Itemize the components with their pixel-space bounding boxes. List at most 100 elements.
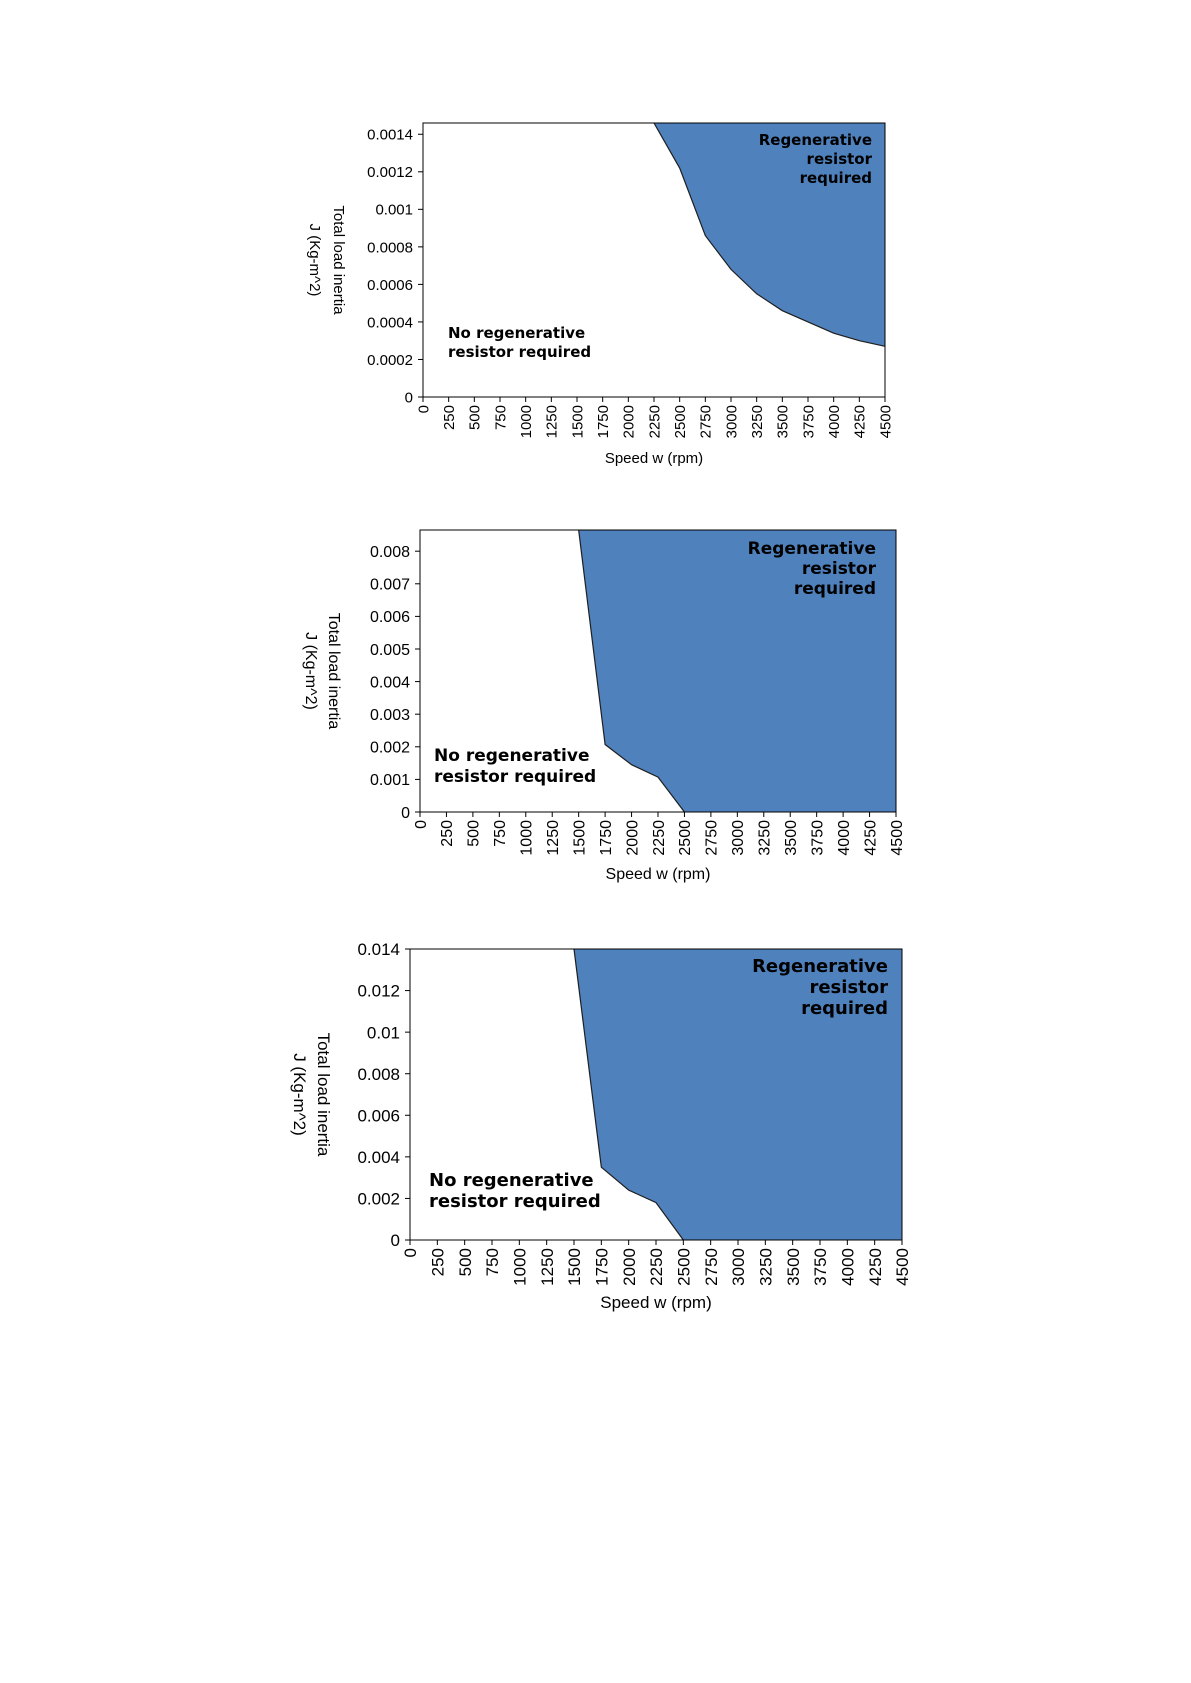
x-tick-label: 500 xyxy=(456,1248,475,1276)
x-tick-label: 3250 xyxy=(749,405,766,438)
x-tick-label: 2000 xyxy=(620,1248,639,1286)
no-regen-label: resistor required xyxy=(429,1191,601,1212)
x-tick-label: 1000 xyxy=(518,405,535,438)
x-tick-label: 3000 xyxy=(730,820,747,856)
x-tick-label: 3500 xyxy=(784,1248,803,1286)
x-tick-label: 3000 xyxy=(723,405,740,438)
y-tick-label: 0.001 xyxy=(375,202,413,219)
y-axis-label-line: Total load inertia xyxy=(330,205,347,315)
x-tick-label: 3750 xyxy=(809,820,826,856)
x-tick-label: 750 xyxy=(483,1248,502,1276)
x-tick-label: 2250 xyxy=(646,405,663,438)
x-tick-label: 1500 xyxy=(571,820,588,856)
x-tick-label: 2750 xyxy=(702,1248,721,1286)
x-tick-label: 2750 xyxy=(698,405,715,438)
x-tick-label: 3250 xyxy=(757,820,774,856)
y-tick-label: 0.003 xyxy=(370,707,410,724)
y-axis-label-line: Total load inertia xyxy=(314,1033,333,1157)
x-tick-label: 500 xyxy=(467,405,484,430)
y-tick-label: 0.0006 xyxy=(367,277,413,294)
x-axis-label: Speed w (rpm) xyxy=(605,450,703,467)
x-tick-label: 4250 xyxy=(852,405,869,438)
x-tick-label: 3500 xyxy=(783,820,800,856)
x-tick-label: 1250 xyxy=(545,820,562,856)
x-tick-label: 3250 xyxy=(756,1248,775,1286)
y-tick-label: 0 xyxy=(405,389,413,406)
x-tick-label: 750 xyxy=(492,820,509,847)
x-tick-label: 3750 xyxy=(811,1248,830,1286)
x-tick-label: 250 xyxy=(439,820,456,847)
x-tick-label: 3750 xyxy=(800,405,817,438)
y-tick-label: 0.004 xyxy=(357,1148,400,1167)
x-tick-label: 1000 xyxy=(510,1248,529,1286)
regen-region-area xyxy=(654,123,885,347)
regen-required-label: required xyxy=(801,998,888,1019)
y-tick-label: 0.0012 xyxy=(367,164,413,181)
y-axis-label-line: J (Kg-m^2) xyxy=(302,632,319,710)
x-tick-label: 250 xyxy=(441,405,458,430)
x-tick-label: 4500 xyxy=(877,405,894,438)
x-tick-label: 2750 xyxy=(704,820,721,856)
regen-required-label: Regenerative xyxy=(748,539,876,559)
x-tick-label: 1750 xyxy=(595,405,612,438)
y-tick-label: 0.002 xyxy=(357,1190,400,1209)
regen-required-label: resistor xyxy=(809,977,888,998)
y-tick-label: 0.001 xyxy=(370,772,410,789)
y-tick-label: 0 xyxy=(401,805,410,822)
boundary-line xyxy=(653,122,886,347)
x-tick-label: 1750 xyxy=(598,820,615,856)
y-tick-label: 0.014 xyxy=(357,940,400,959)
regen-required-label: resistor xyxy=(802,559,877,579)
no-regen-label: resistor required xyxy=(448,343,591,361)
x-tick-label: 1500 xyxy=(569,405,586,438)
y-tick-label: 0.01 xyxy=(367,1023,400,1042)
boundary-line xyxy=(578,529,685,813)
y-tick-label: 0 xyxy=(391,1231,400,1250)
x-tick-label: 4250 xyxy=(862,820,879,856)
x-tick-label: 1750 xyxy=(592,1248,611,1286)
no-regen-label: No regenerative xyxy=(434,746,590,766)
x-tick-label: 2500 xyxy=(672,405,689,438)
x-tick-label: 4000 xyxy=(826,405,843,438)
y-tick-label: 0.004 xyxy=(370,674,410,691)
y-axis-label-line: J (Kg-m^2) xyxy=(306,224,323,297)
x-tick-label: 2250 xyxy=(647,1248,666,1286)
x-tick-label: 3000 xyxy=(729,1248,748,1286)
y-tick-label: 0.008 xyxy=(370,544,410,561)
chart-2: 0 0.001 0.002 0.003 0.004 0.005 0.006 0.007 0.00… xyxy=(302,529,906,883)
x-tick-label: 750 xyxy=(492,405,509,430)
x-tick-label: 0 xyxy=(413,820,430,829)
y-tick-label: 0.0002 xyxy=(367,352,413,369)
boundary-line xyxy=(573,948,684,1241)
x-tick-label: 0 xyxy=(401,1248,420,1257)
x-tick-label: 3500 xyxy=(775,405,792,438)
y-tick-label: 0.0008 xyxy=(367,239,413,256)
x-tick-label: 1250 xyxy=(538,1248,557,1286)
x-tick-label: 250 xyxy=(428,1248,447,1276)
regen-required-label: resistor xyxy=(807,150,873,168)
x-tick-label: 2250 xyxy=(651,820,668,856)
x-tick-label: 1500 xyxy=(565,1248,584,1286)
y-tick-label: 0.007 xyxy=(370,577,410,594)
x-tick-label: 1250 xyxy=(544,405,561,438)
no-regen-label: No regenerative xyxy=(429,1170,594,1191)
regen-required-label: required xyxy=(800,169,872,187)
no-regen-label: resistor required xyxy=(434,767,596,787)
x-tick-label: 2500 xyxy=(674,1248,693,1286)
y-tick-label: 0.0014 xyxy=(367,127,413,144)
regen-required-label: required xyxy=(794,579,876,599)
regen-region-area xyxy=(578,530,896,812)
y-tick-label: 0.005 xyxy=(370,642,410,659)
y-tick-label: 0.006 xyxy=(370,609,410,626)
x-tick-label: 1000 xyxy=(519,820,536,856)
y-tick-label: 0.0004 xyxy=(367,314,413,331)
y-tick-label: 0.002 xyxy=(370,740,410,757)
regen-required-label: Regenerative xyxy=(759,131,872,149)
y-tick-label: 0.012 xyxy=(357,982,400,1001)
x-tick-label: 2500 xyxy=(677,820,694,856)
x-tick-label: 0 xyxy=(415,405,432,413)
x-tick-label: 500 xyxy=(466,820,483,847)
x-tick-label: 2000 xyxy=(624,820,641,856)
x-axis-label: Speed w (rpm) xyxy=(606,866,711,883)
